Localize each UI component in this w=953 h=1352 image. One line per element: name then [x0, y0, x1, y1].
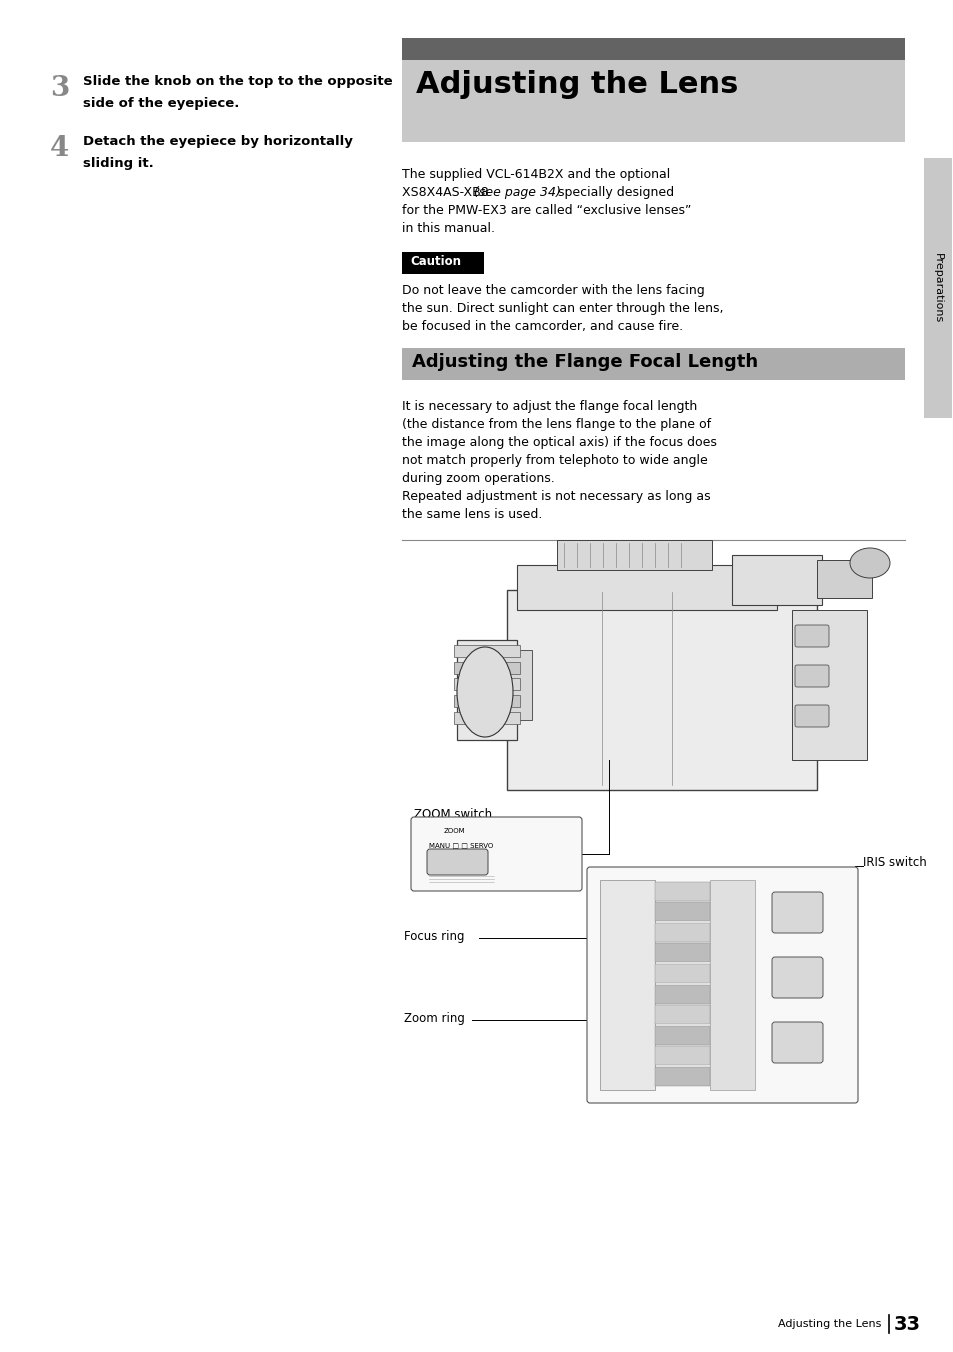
Text: IRIS switch: IRIS switch [862, 856, 925, 869]
Bar [401, 251, 483, 274]
Bar [454, 713, 519, 725]
Bar [401, 347, 904, 380]
Text: in this manual.: in this manual. [401, 222, 495, 235]
Text: XS8X4AS-XB8: XS8X4AS-XB8 [401, 187, 493, 199]
Bar [731, 556, 821, 604]
Text: Caution: Caution [410, 256, 460, 268]
Bar [401, 38, 904, 59]
Bar [599, 880, 655, 1090]
Bar [655, 986, 709, 1005]
Bar [454, 645, 519, 657]
Text: Detach the eyepiece by horizontally: Detach the eyepiece by horizontally [83, 135, 353, 147]
Text: the same lens is used.: the same lens is used. [401, 508, 542, 521]
Text: Adjusting the Lens: Adjusting the Lens [416, 70, 738, 99]
Text: Adjusting the Lens: Adjusting the Lens [777, 1320, 880, 1329]
Text: (the distance from the lens flange to the plane of: (the distance from the lens flange to th… [401, 418, 710, 431]
Text: Zoom ring: Zoom ring [403, 1013, 464, 1025]
Text: ZOOM: ZOOM [443, 827, 465, 834]
Bar [655, 1046, 709, 1065]
FancyBboxPatch shape [794, 625, 828, 648]
FancyBboxPatch shape [411, 817, 581, 891]
Bar [655, 964, 709, 983]
Text: MANU □ □ SERVO: MANU □ □ SERVO [429, 842, 493, 848]
Bar [454, 677, 519, 690]
Bar [401, 59, 904, 142]
Bar [454, 662, 519, 675]
Bar [655, 1026, 709, 1045]
Bar [709, 880, 754, 1090]
Text: 4: 4 [50, 135, 70, 162]
FancyBboxPatch shape [794, 665, 828, 687]
Bar [816, 560, 871, 598]
Bar [655, 923, 709, 942]
Bar [655, 1005, 709, 1023]
Text: not match properly from telephoto to wide angle: not match properly from telephoto to wid… [401, 454, 707, 466]
Bar [923, 158, 951, 418]
Text: specially designed: specially designed [554, 187, 674, 199]
Bar [501, 650, 532, 721]
Bar [454, 695, 519, 707]
Text: Do not leave the camcorder with the lens facing: Do not leave the camcorder with the lens… [401, 284, 704, 297]
Text: (see page 34): (see page 34) [474, 187, 560, 199]
Text: Focus ring: Focus ring [403, 930, 464, 942]
Text: The supplied VCL-614B2X and the optional: The supplied VCL-614B2X and the optional [401, 168, 670, 181]
Text: Preparations: Preparations [932, 253, 942, 323]
Text: Adjusting the Flange Focal Length: Adjusting the Flange Focal Length [412, 353, 758, 370]
FancyBboxPatch shape [771, 957, 822, 998]
Bar [791, 610, 866, 760]
Bar [506, 589, 816, 790]
Text: be focused in the camcorder, and cause fire.: be focused in the camcorder, and cause f… [401, 320, 682, 333]
FancyBboxPatch shape [771, 892, 822, 933]
FancyBboxPatch shape [586, 867, 857, 1103]
Text: 33: 33 [893, 1314, 920, 1333]
FancyBboxPatch shape [794, 704, 828, 727]
Text: Repeated adjustment is not necessary as long as: Repeated adjustment is not necessary as … [401, 489, 710, 503]
Bar [557, 539, 711, 571]
Text: ZOOM switch: ZOOM switch [414, 808, 492, 821]
Text: Slide the knob on the top to the opposite: Slide the knob on the top to the opposit… [83, 74, 393, 88]
Ellipse shape [456, 648, 513, 737]
Text: for the PMW-EX3 are called “exclusive lenses”: for the PMW-EX3 are called “exclusive le… [401, 204, 691, 218]
Text: during zoom operations.: during zoom operations. [401, 472, 554, 485]
Text: 3: 3 [50, 74, 70, 101]
Text: It is necessary to adjust the flange focal length: It is necessary to adjust the flange foc… [401, 400, 697, 412]
Bar [655, 902, 709, 921]
Text: the sun. Direct sunlight can enter through the lens,: the sun. Direct sunlight can enter throu… [401, 301, 722, 315]
Bar [517, 565, 776, 610]
Bar [655, 1067, 709, 1086]
Bar [655, 942, 709, 963]
Bar [655, 882, 709, 900]
Text: the image along the optical axis) if the focus does: the image along the optical axis) if the… [401, 435, 716, 449]
Text: sliding it.: sliding it. [83, 157, 153, 170]
Text: side of the eyepiece.: side of the eyepiece. [83, 97, 239, 110]
Bar [456, 639, 517, 740]
FancyBboxPatch shape [427, 849, 488, 875]
Ellipse shape [849, 548, 889, 579]
FancyBboxPatch shape [771, 1022, 822, 1063]
